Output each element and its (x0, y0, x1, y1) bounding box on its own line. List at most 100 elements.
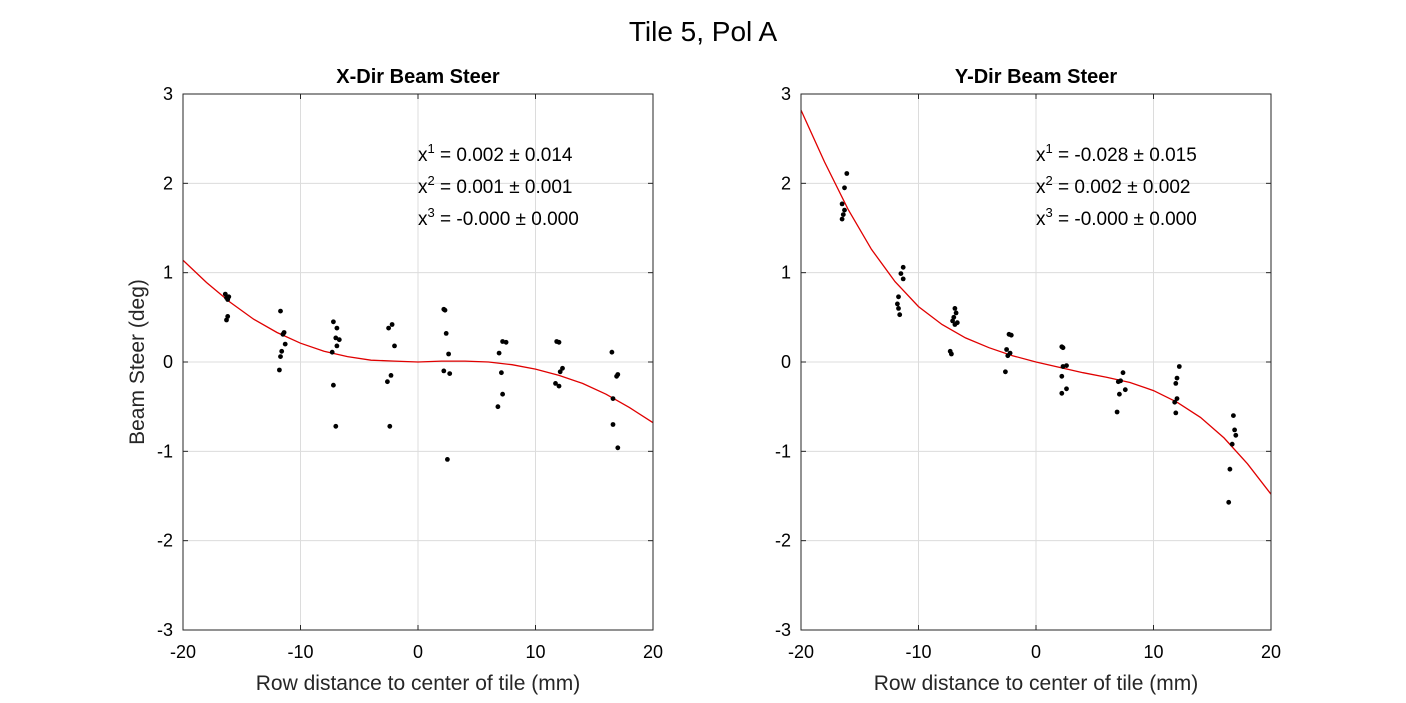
data-point (952, 306, 958, 311)
data-point (1115, 379, 1121, 385)
data-point (839, 201, 845, 207)
x-axis-label: Row distance to center of tile (mm) (874, 672, 1198, 695)
data-point (1176, 364, 1182, 369)
data-point (898, 271, 904, 276)
figure-title: Tile 5, Pol A (629, 16, 778, 47)
data-point (392, 343, 397, 349)
data-point (226, 294, 232, 300)
data-point (1173, 381, 1179, 386)
data-point (334, 343, 340, 349)
data-point (897, 312, 903, 318)
y-tick-label: 2 (781, 173, 791, 193)
data-point (1008, 332, 1014, 338)
fit-coefficient-label: x3 = -0.000 ± 0.000 (1036, 205, 1197, 230)
y-tick-label: 1 (163, 263, 173, 283)
data-point (952, 322, 958, 327)
data-point (277, 367, 282, 373)
data-point (1114, 409, 1120, 415)
data-point (896, 306, 901, 311)
data-point (1059, 390, 1065, 396)
y-tick-label: 1 (781, 263, 791, 283)
fit-curve (183, 259, 653, 424)
y-tick-label: 3 (781, 84, 791, 104)
data-point (1003, 369, 1008, 375)
data-point (844, 171, 850, 176)
x-tick-label: 10 (525, 642, 545, 662)
data-point (441, 368, 447, 374)
chart-title: X-Dir Beam Steer (336, 66, 500, 88)
data-point (1233, 432, 1239, 438)
data-point (222, 291, 228, 297)
data-point (560, 365, 565, 371)
data-point (1120, 370, 1126, 376)
data-point (336, 337, 342, 343)
data-point (503, 339, 509, 345)
y-tick-label: -2 (157, 531, 173, 551)
data-point (282, 341, 288, 347)
data-point (1174, 396, 1180, 401)
fit-coefficient-label: x1 = -0.028 ± 0.015 (1036, 141, 1197, 166)
fit-coefficient-label: x1 = 0.002 ± 0.014 (418, 141, 573, 166)
data-point (609, 349, 615, 355)
data-point (225, 314, 231, 319)
data-point (447, 371, 453, 376)
x-tick-label: 0 (413, 642, 423, 662)
y-tick-label: 0 (781, 352, 791, 372)
data-point (556, 383, 562, 389)
fit-coefficient-label: x3 = -0.000 ± 0.000 (418, 205, 579, 230)
data-point (950, 318, 955, 324)
data-point (1004, 347, 1009, 352)
data-point (1231, 413, 1236, 418)
data-point (1173, 410, 1179, 416)
data-point (1229, 441, 1235, 447)
fit-curve (801, 109, 1271, 495)
data-point (842, 207, 847, 213)
data-point (949, 351, 954, 357)
x-tick-label: 0 (1031, 642, 1041, 662)
data-point (1122, 387, 1128, 393)
data-point (443, 331, 449, 336)
data-point (1226, 499, 1232, 505)
data-point (953, 310, 959, 316)
data-point (896, 294, 901, 300)
data-point (1059, 373, 1065, 379)
data-point (1005, 353, 1011, 359)
data-point (224, 317, 229, 323)
data-point (900, 264, 906, 270)
data-point (1232, 427, 1237, 433)
y-tick-label: -3 (775, 620, 791, 640)
data-point (331, 382, 336, 388)
chart-title: Y-Dir Beam Steer (955, 66, 1118, 88)
fit-coefficient-label: x2 = 0.002 ± 0.002 (1036, 173, 1190, 198)
data-point (442, 307, 448, 313)
y-tick-label: -1 (775, 441, 791, 461)
y-axis-label: Beam Steer (deg) (126, 279, 149, 445)
x-tick-label: -20 (170, 642, 196, 662)
x-tick-label: -20 (788, 642, 814, 662)
x-tick-label: -10 (287, 642, 313, 662)
x-tick-label: 20 (1261, 642, 1281, 662)
data-point (900, 276, 906, 282)
data-point (614, 373, 619, 379)
data-point (500, 391, 505, 397)
data-point (556, 339, 562, 345)
data-point (389, 322, 395, 327)
data-point (446, 351, 451, 357)
data-point (329, 349, 335, 355)
data-point (1117, 391, 1122, 397)
data-point (895, 301, 900, 307)
y-tick-label: -2 (775, 531, 791, 551)
x-axis-label: Row distance to center of tile (mm) (256, 672, 580, 695)
data-point (1172, 399, 1178, 405)
data-point (840, 212, 846, 218)
data-point (610, 422, 616, 427)
fit-coefficient-label: x2 = 0.001 ± 0.001 (418, 173, 572, 198)
data-point (495, 404, 501, 410)
data-point (334, 325, 340, 331)
x-tick-label: -10 (905, 642, 931, 662)
y-tick-label: 0 (163, 352, 173, 372)
data-point (387, 423, 393, 429)
